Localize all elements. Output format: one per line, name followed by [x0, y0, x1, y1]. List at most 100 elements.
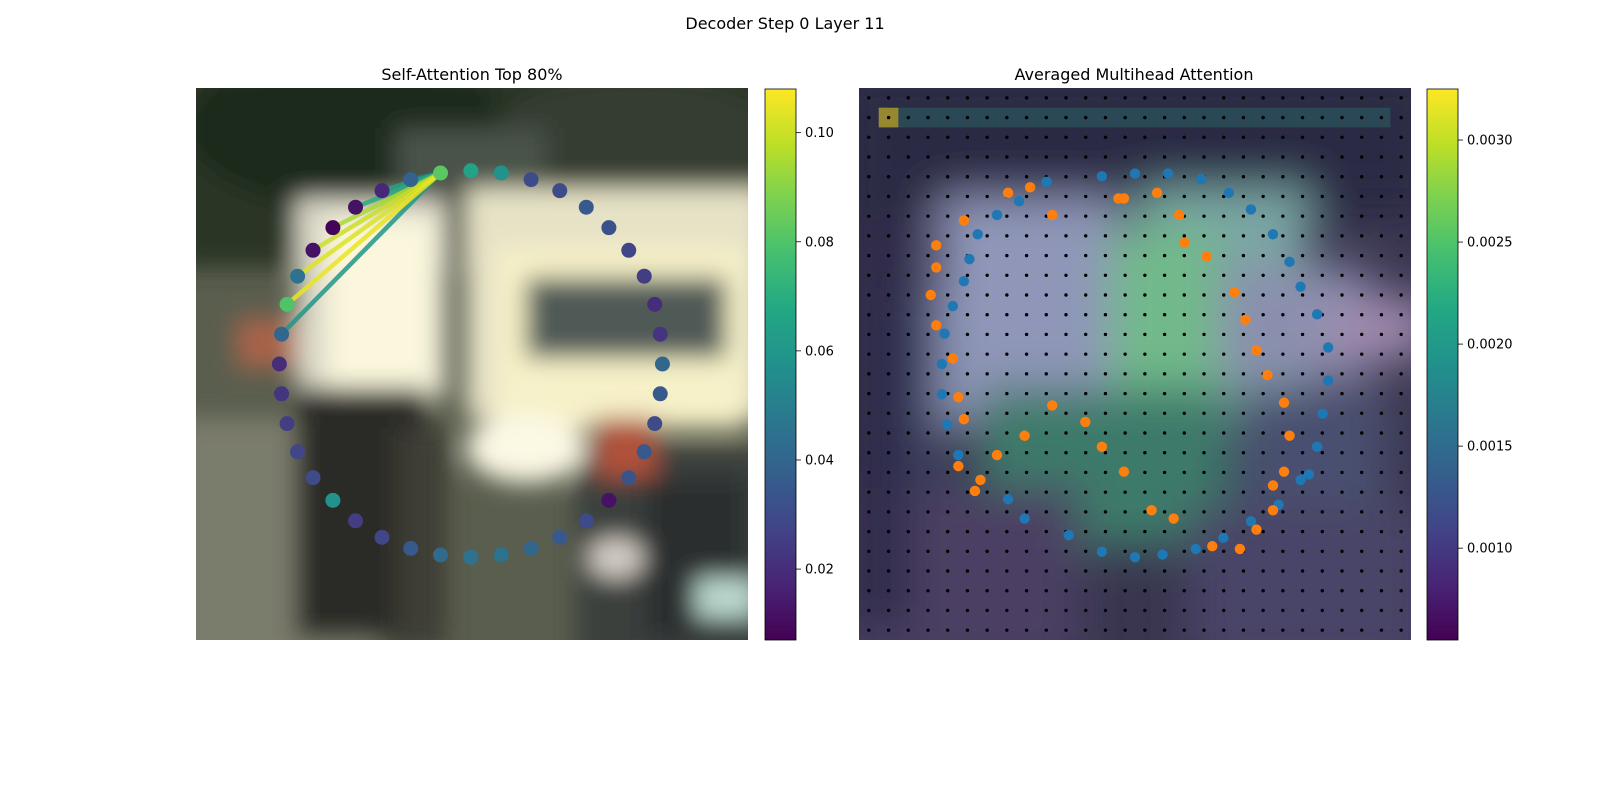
series-1-point-17	[1207, 540, 1218, 552]
grid-dot	[886, 490, 891, 494]
grid-dot	[1222, 352, 1226, 356]
grid-dot	[1399, 234, 1403, 238]
grid-dot	[985, 313, 989, 317]
grid-dot	[926, 352, 930, 356]
grid-dot	[985, 569, 989, 573]
grid-dot	[1379, 214, 1384, 218]
right-cbar-tick-label-4: 0.0030	[1467, 134, 1513, 149]
grid-dot	[1182, 411, 1186, 415]
grid-dot	[1143, 155, 1147, 159]
grid-dot	[1024, 608, 1029, 613]
grid-dot	[1300, 352, 1305, 356]
grid-dot	[926, 194, 930, 199]
grid-dot	[965, 411, 970, 415]
grid-dot	[1005, 451, 1009, 455]
grid-dot	[926, 115, 930, 120]
grid-dot	[1281, 490, 1285, 494]
grid-dot	[946, 490, 950, 494]
grid-dot	[1340, 510, 1344, 514]
grid-dot	[1399, 510, 1403, 514]
grid-dot	[886, 352, 891, 356]
grid-dot	[946, 431, 950, 435]
grid-dot	[1399, 253, 1403, 258]
grid-dot	[1202, 510, 1206, 514]
grid-dot	[867, 96, 871, 100]
grid-dot	[1379, 194, 1384, 199]
grid-dot	[1044, 628, 1048, 632]
grid-dot	[1261, 549, 1265, 553]
grid-dot	[926, 332, 930, 337]
grid-dot	[1320, 549, 1324, 553]
grid-dot	[1261, 253, 1265, 258]
series-0-point-14	[1311, 441, 1323, 452]
grid-dot	[1143, 549, 1147, 553]
series-0-point-5	[1223, 187, 1235, 199]
vertex-point-28	[290, 444, 306, 460]
series-1-point-37	[1002, 187, 1014, 199]
grid-dot	[926, 490, 930, 494]
grid-dot	[1281, 214, 1285, 218]
grid-dot	[1123, 451, 1127, 455]
grid-dot	[1005, 352, 1009, 356]
right-background-image	[859, 88, 1411, 640]
grid-dot	[1084, 628, 1088, 632]
grid-dot	[946, 470, 950, 475]
grid-dot	[946, 175, 950, 179]
grid-dot	[1281, 352, 1285, 356]
grid-dot	[1340, 96, 1344, 100]
grid-dot	[1202, 313, 1206, 317]
grid-dot	[1044, 313, 1048, 317]
grid-dot	[946, 135, 950, 139]
series-1-point-35	[931, 240, 942, 251]
grid-dot	[1024, 510, 1029, 514]
grid-dot	[1261, 352, 1265, 356]
vertex-point-32	[274, 326, 290, 342]
grid-dot	[1064, 470, 1068, 475]
grid-dot	[867, 253, 871, 258]
grid-dot	[926, 135, 930, 139]
grid-dot	[1261, 510, 1265, 514]
grid-dot	[1143, 135, 1147, 139]
grid-dot	[926, 431, 930, 435]
grid-dot	[1143, 490, 1147, 494]
grid-dot	[1202, 411, 1206, 415]
grid-dot	[965, 628, 970, 632]
grid-dot	[1143, 194, 1147, 199]
grid-dot	[1399, 470, 1403, 475]
grid-dot	[1222, 569, 1226, 573]
grid-dot	[1340, 352, 1344, 356]
grid-dot	[1084, 175, 1088, 179]
grid-dot	[1202, 293, 1206, 297]
vertex-point-14	[636, 444, 652, 460]
grid-dot	[867, 234, 871, 238]
grid-dot	[1123, 214, 1127, 218]
series-1	[925, 182, 1295, 555]
grid-dot	[1123, 293, 1127, 297]
grid-dot	[1103, 194, 1108, 199]
grid-dot	[1222, 628, 1226, 632]
grid-dot	[1044, 253, 1048, 258]
grid-dot	[926, 608, 930, 613]
left-colorbar-gradient	[764, 88, 797, 641]
grid-dot	[1182, 529, 1186, 534]
grid-dot	[1360, 135, 1364, 139]
grid-dot	[1300, 391, 1305, 396]
figure-suptitle: Decoder Step 0 Layer 11	[685, 14, 884, 33]
vertex-point-21	[463, 549, 479, 565]
series-1-point-15	[1251, 524, 1262, 535]
grid-dot	[1360, 451, 1364, 455]
grid-dot	[1103, 490, 1108, 494]
grid-dot	[1222, 372, 1226, 376]
grid-dot	[1241, 470, 1246, 475]
grid-dot	[1162, 135, 1167, 139]
series-1-point-2	[1151, 187, 1163, 199]
grid-dot	[1399, 115, 1403, 120]
grid-dot	[1379, 352, 1384, 356]
grid-dot	[1340, 549, 1344, 553]
grid-dot	[1202, 135, 1206, 139]
grid-dot	[1300, 135, 1305, 139]
grid-dot	[1005, 135, 1009, 139]
series-1-point-3	[1173, 209, 1185, 221]
grid-dot	[1143, 451, 1147, 455]
